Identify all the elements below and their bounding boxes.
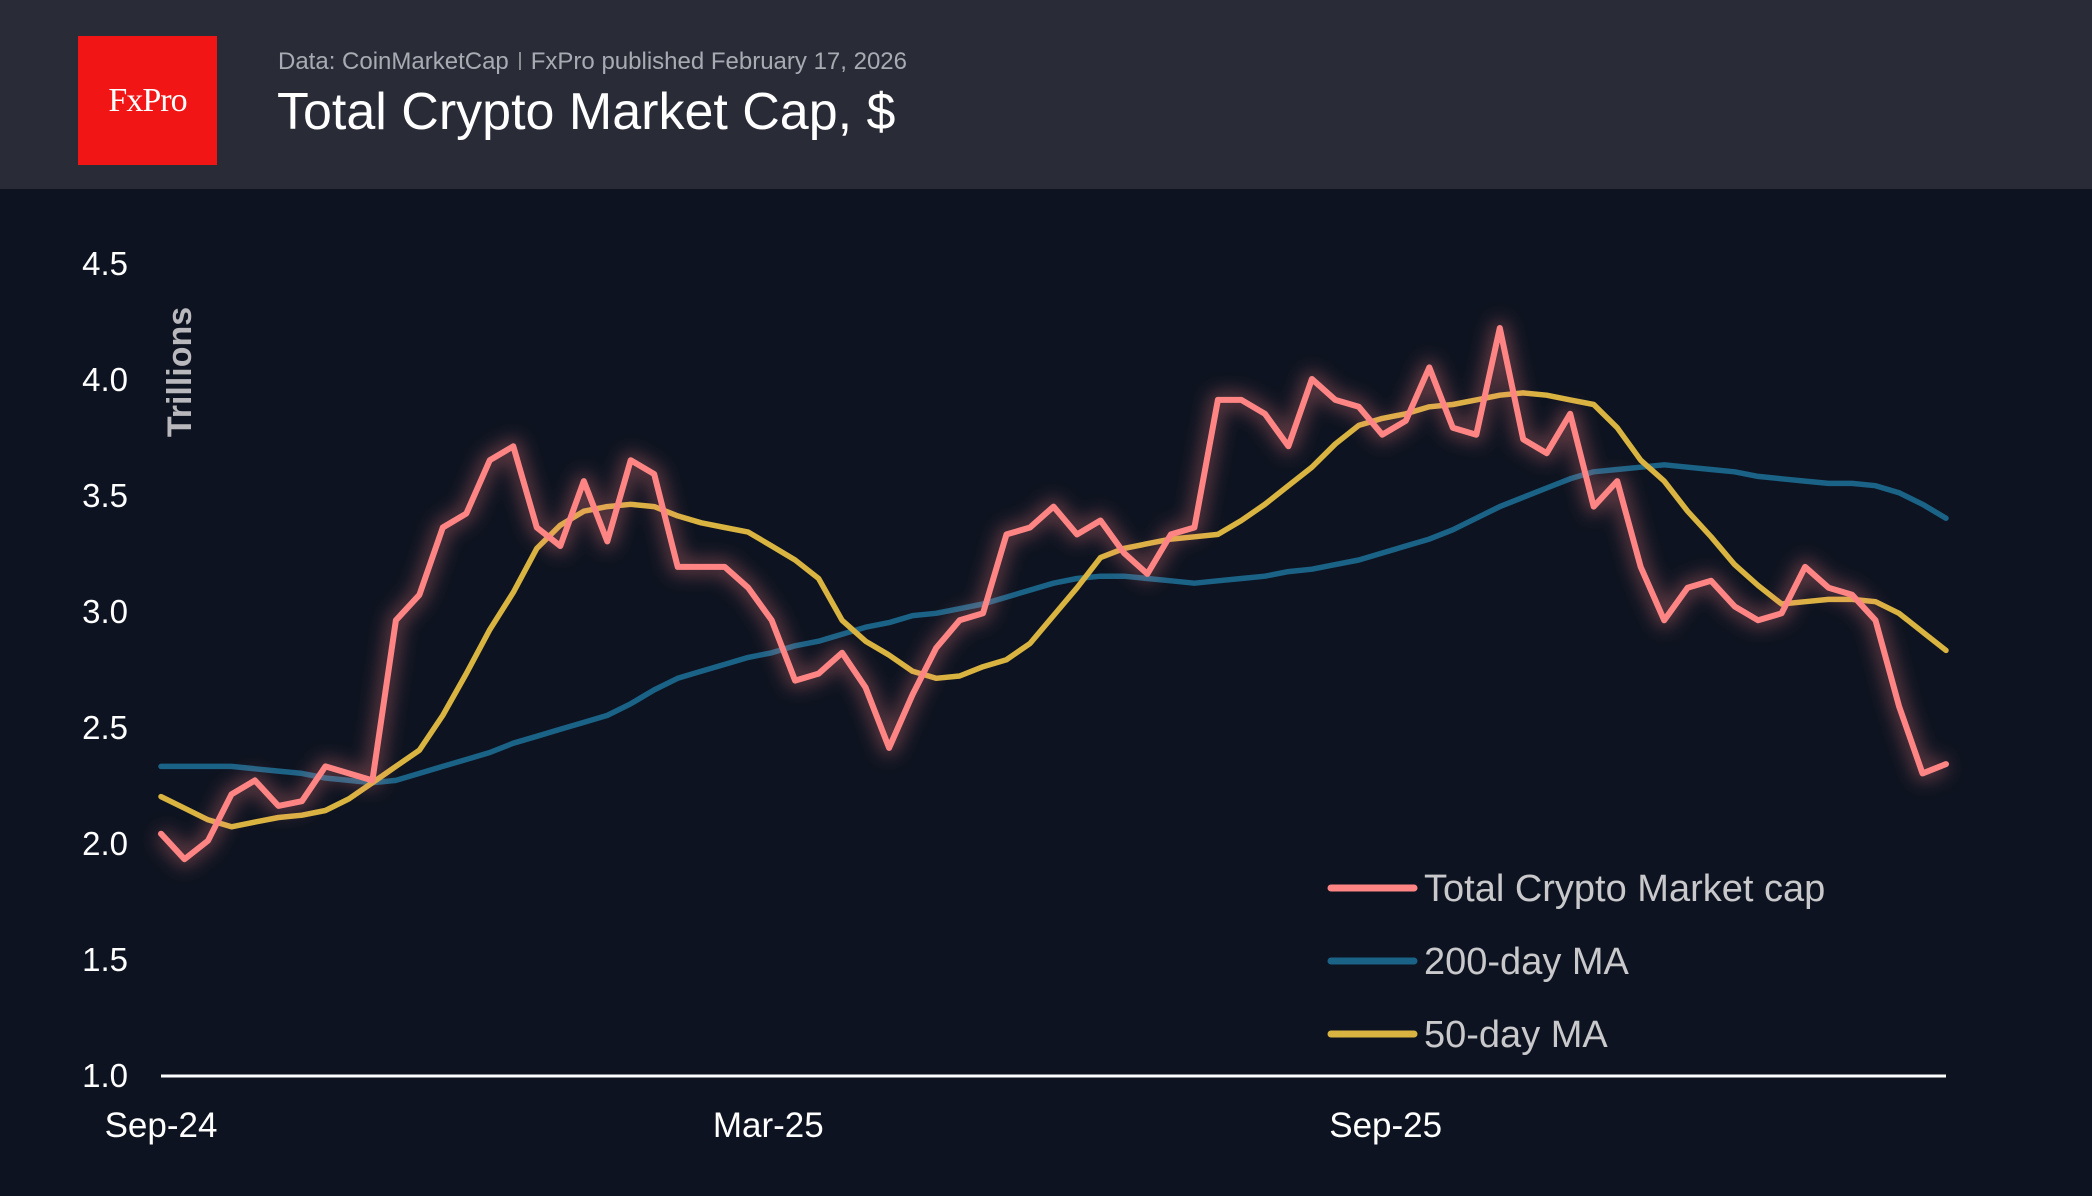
y-axis-ticks: 1.0 1.5 2.0 2.5 3.0 3.5 4.0 4.5 bbox=[82, 245, 128, 1094]
y-tick-label: 3.0 bbox=[82, 593, 128, 630]
y-axis-label: Trillions bbox=[161, 307, 199, 437]
published-date: FxPro published February 17, 2026 bbox=[530, 48, 907, 75]
legend-item: Total Crypto Market cap bbox=[1327, 868, 1825, 910]
data-source: Data: CoinMarketCap bbox=[278, 48, 509, 75]
legend-item: 200-day MA bbox=[1327, 941, 1630, 983]
legend-item: 50-day MA bbox=[1327, 1014, 1608, 1056]
legend-label: 200-day MA bbox=[1424, 941, 1630, 983]
chart-subtitle: Data: CoinMarketCap FxPro published Febru… bbox=[278, 48, 907, 76]
y-tick-label: 1.0 bbox=[82, 1057, 128, 1094]
y-tick-label: 2.0 bbox=[82, 825, 128, 862]
separator bbox=[518, 52, 521, 70]
chart-title: Total Crypto Market Cap, $ bbox=[277, 83, 896, 141]
x-tick-label: Mar-25 bbox=[713, 1106, 824, 1145]
logo-text: FxPro bbox=[108, 81, 187, 119]
y-tick-label: 1.5 bbox=[82, 941, 128, 978]
legend: Total Crypto Market cap 200-day MA 50-day … bbox=[1327, 868, 1825, 1056]
x-tick-label: Sep-25 bbox=[1329, 1106, 1442, 1145]
y-tick-label: 4.5 bbox=[82, 245, 128, 282]
series-group bbox=[155, 320, 1949, 868]
legend-label: 50-day MA bbox=[1424, 1014, 1608, 1056]
x-tick-label: Sep-24 bbox=[105, 1106, 218, 1145]
y-tick-label: 3.5 bbox=[82, 477, 128, 514]
fxpro-logo: FxPro bbox=[78, 36, 217, 165]
y-tick-label: 4.0 bbox=[82, 361, 128, 398]
series-0 bbox=[155, 320, 1949, 868]
y-tick-label: 2.5 bbox=[82, 709, 128, 746]
header-bar: FxPro Data: CoinMarketCap FxPro published… bbox=[0, 0, 2092, 189]
x-axis-ticks: Sep-24 Mar-25 Sep-25 bbox=[105, 1106, 1443, 1145]
legend-label: Total Crypto Market cap bbox=[1424, 868, 1825, 910]
market-cap-glow bbox=[155, 320, 1949, 868]
